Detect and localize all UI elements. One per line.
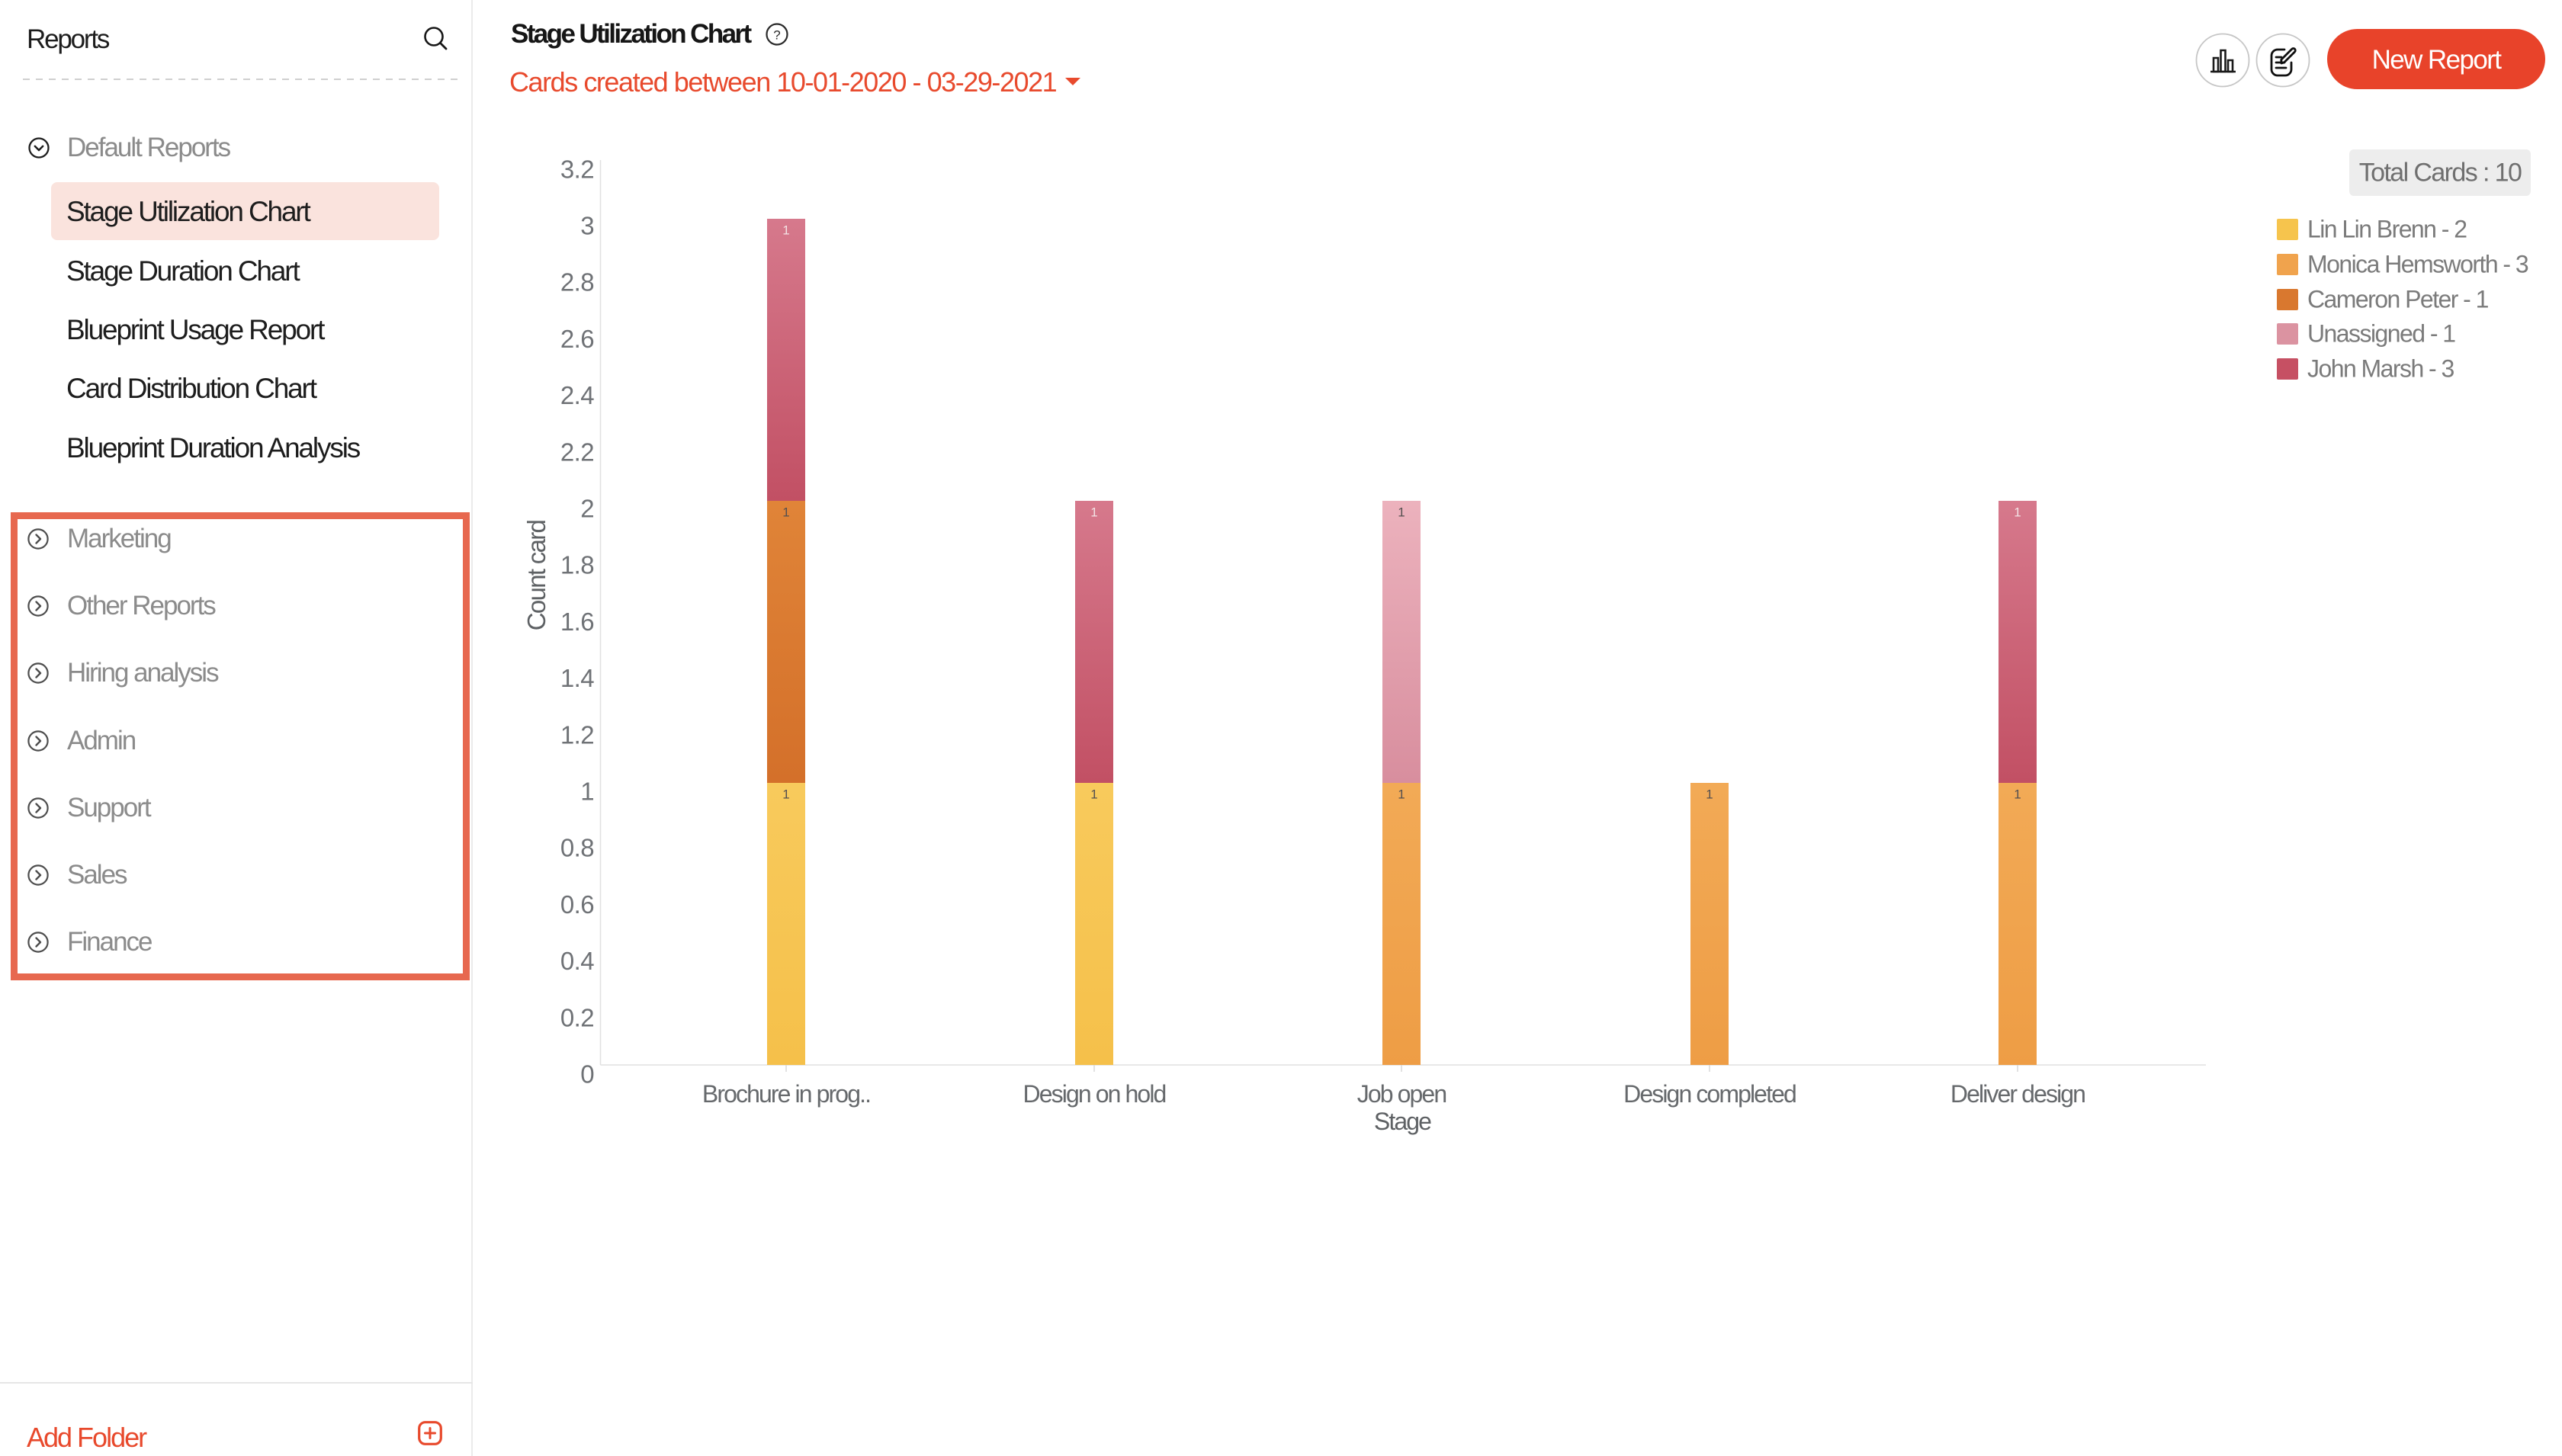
svg-text:2.8: 2.8 xyxy=(560,268,594,297)
svg-text:1: 1 xyxy=(1090,505,1097,520)
svg-text:1: 1 xyxy=(782,223,789,238)
svg-text:1: 1 xyxy=(580,778,594,806)
svg-text:1.4: 1.4 xyxy=(560,664,594,692)
svg-text:1: 1 xyxy=(782,787,789,802)
svg-text:Brochure in prog..: Brochure in prog.. xyxy=(702,1080,870,1108)
svg-text:1: 1 xyxy=(2014,505,2021,520)
svg-text:0: 0 xyxy=(580,1060,594,1089)
svg-text:Deliver design: Deliver design xyxy=(1950,1080,2085,1108)
svg-text:1.8: 1.8 xyxy=(560,551,594,579)
svg-text:Count card: Count card xyxy=(522,520,551,630)
svg-text:0.4: 0.4 xyxy=(560,947,594,975)
svg-text:1: 1 xyxy=(1398,787,1405,802)
svg-text:1: 1 xyxy=(1090,787,1097,802)
svg-text:2.2: 2.2 xyxy=(560,438,594,466)
svg-text:0.2: 0.2 xyxy=(560,1003,594,1031)
svg-text:2: 2 xyxy=(580,495,594,523)
svg-text:1.6: 1.6 xyxy=(560,608,594,636)
svg-text:1: 1 xyxy=(2014,787,2021,802)
svg-text:3.2: 3.2 xyxy=(560,155,594,183)
svg-text:3: 3 xyxy=(580,212,594,240)
svg-text:1: 1 xyxy=(1706,787,1713,802)
svg-text:?: ? xyxy=(773,28,780,43)
svg-text:Stage: Stage xyxy=(1374,1108,1431,1135)
svg-text:0.8: 0.8 xyxy=(560,834,594,862)
svg-text:Design on hold: Design on hold xyxy=(1023,1080,1166,1108)
svg-text:Job open: Job open xyxy=(1357,1080,1446,1108)
svg-text:1: 1 xyxy=(1398,505,1405,520)
svg-text:2.6: 2.6 xyxy=(560,325,594,353)
svg-text:1.2: 1.2 xyxy=(560,720,594,749)
svg-text:Design completed: Design completed xyxy=(1623,1080,1796,1108)
svg-text:0.6: 0.6 xyxy=(560,890,594,919)
svg-text:1: 1 xyxy=(782,505,789,520)
svg-text:2.4: 2.4 xyxy=(560,381,594,409)
